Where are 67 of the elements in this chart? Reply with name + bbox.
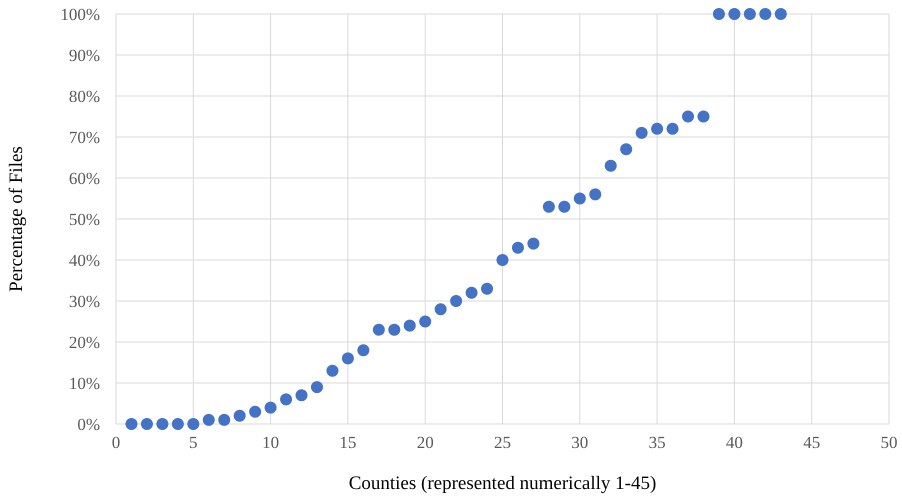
point bbox=[419, 316, 432, 328]
point bbox=[357, 344, 370, 356]
point bbox=[574, 192, 586, 204]
point bbox=[172, 418, 184, 430]
point bbox=[712, 8, 725, 20]
point bbox=[744, 8, 756, 20]
point bbox=[542, 200, 555, 213]
point bbox=[434, 303, 447, 316]
point bbox=[774, 8, 787, 20]
y-tick-label: 100% bbox=[60, 4, 100, 24]
x-tick-label: 30 bbox=[571, 433, 588, 452]
point bbox=[481, 282, 494, 295]
point bbox=[697, 110, 710, 122]
point bbox=[187, 418, 200, 430]
x-tick-label: 45 bbox=[803, 433, 820, 452]
point bbox=[372, 324, 385, 336]
point bbox=[202, 414, 215, 426]
x-tick-label: 35 bbox=[648, 433, 666, 452]
point bbox=[234, 410, 246, 422]
x-tick-label: 10 bbox=[262, 433, 280, 452]
point bbox=[666, 122, 679, 135]
point bbox=[218, 414, 230, 426]
point bbox=[140, 418, 153, 430]
point bbox=[759, 8, 772, 20]
y-tick-label: 20% bbox=[68, 332, 100, 352]
y-tick-label: 50% bbox=[68, 210, 100, 229]
x-tick-label: 20 bbox=[416, 433, 434, 452]
x-tick-label: 40 bbox=[726, 433, 743, 452]
point bbox=[404, 320, 416, 332]
point bbox=[728, 8, 740, 20]
point bbox=[388, 324, 400, 336]
point bbox=[636, 126, 648, 139]
x-tick-label: 50 bbox=[880, 433, 898, 452]
y-axis-title: Percentage of Files bbox=[6, 146, 27, 292]
y-tick-label: 60% bbox=[68, 168, 100, 188]
point bbox=[589, 188, 602, 200]
x-tick-label: 25 bbox=[494, 433, 511, 452]
point bbox=[496, 254, 508, 266]
point bbox=[450, 295, 462, 307]
point bbox=[512, 242, 524, 254]
y-tick-label: 70% bbox=[68, 128, 100, 147]
point bbox=[296, 389, 308, 402]
point bbox=[326, 364, 338, 377]
y-tick-label: 80% bbox=[68, 86, 100, 106]
y-tick-label: 90% bbox=[68, 46, 100, 65]
y-tick-label: 10% bbox=[68, 374, 100, 393]
point bbox=[558, 200, 570, 213]
y-tick-label: 0% bbox=[77, 414, 100, 434]
point bbox=[527, 238, 540, 250]
point bbox=[125, 418, 138, 430]
point bbox=[156, 418, 168, 430]
x-tick-label: 5 bbox=[189, 433, 198, 452]
point bbox=[264, 402, 277, 414]
x-tick-label: 0 bbox=[112, 433, 120, 452]
y-tick-label: 30% bbox=[68, 292, 100, 311]
point bbox=[310, 381, 323, 394]
x-tick-label: 15 bbox=[339, 433, 356, 452]
x-axis-title: Counties (represented numerically 1-45) bbox=[348, 473, 656, 494]
point bbox=[651, 122, 664, 135]
y-tick-label: 40% bbox=[68, 250, 100, 270]
point bbox=[682, 110, 694, 122]
point bbox=[342, 352, 354, 364]
point bbox=[249, 406, 262, 418]
point bbox=[466, 286, 478, 299]
point bbox=[620, 143, 632, 156]
point bbox=[604, 160, 617, 172]
point bbox=[280, 393, 292, 406]
